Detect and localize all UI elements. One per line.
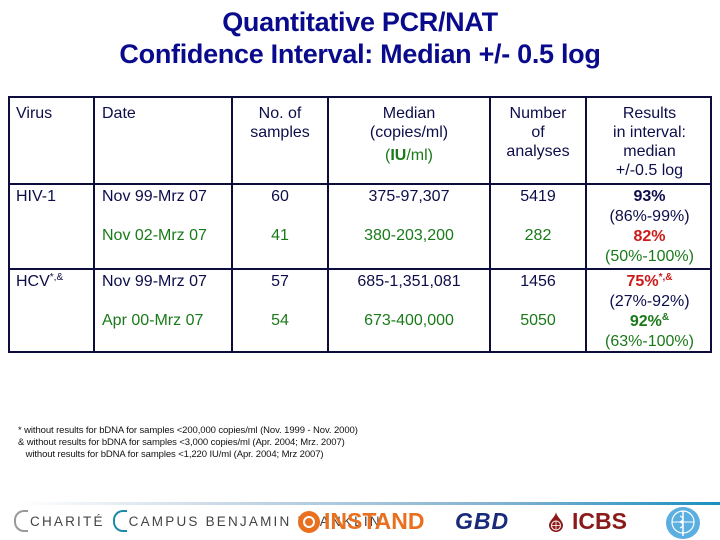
samples-cell: 41: [271, 227, 289, 244]
header-date: Date: [102, 105, 136, 122]
virus-hcv: HCV*,&: [16, 272, 64, 291]
header-results: Results in interval: median +/-0.5 log: [613, 105, 686, 179]
median-cell: 673-400,000: [364, 312, 454, 329]
samples-cell: 57: [271, 273, 289, 290]
header-virus: Virus: [16, 105, 53, 122]
footnotes: * without results for bDNA for samples <…: [18, 425, 358, 461]
footnote-3: without results for bDNA for samples <1,…: [18, 449, 324, 460]
median-cell: 375-97,307: [368, 188, 450, 205]
result-range: (86%-99%): [609, 208, 690, 225]
analyses-cell: 5050: [520, 312, 556, 329]
header-samples: No. of samples: [250, 105, 310, 141]
header-analyses: Number of analyses: [506, 105, 570, 160]
footnote-1: * without results for bDNA for samples <…: [18, 425, 358, 436]
date-cell: Apr 00-Mrz 07: [102, 312, 204, 329]
virus-hiv: HIV-1: [16, 188, 57, 205]
samples-cell: 54: [271, 312, 289, 329]
results-cell-hiv: 93% (86%-99%) 82% (50%-100%): [587, 187, 712, 267]
result-range: (63%-100%): [605, 333, 694, 350]
result-percent: 92%&: [629, 312, 670, 331]
campus-c-icon: [112, 510, 127, 532]
column-divider: [585, 98, 587, 351]
who-globe-icon: [666, 507, 700, 539]
result-range: (50%-100%): [605, 248, 694, 265]
gbd-logo: GBD: [455, 508, 510, 534]
analyses-cell: 5419: [520, 188, 556, 205]
analyses-cell: 1456: [520, 273, 556, 290]
result-percent: 75%*,&: [626, 272, 673, 291]
result-percent: 93%: [633, 188, 666, 205]
date-cell: Nov 99-Mrz 07: [102, 188, 207, 205]
median-cell: 685-1,351,081: [357, 273, 461, 290]
title-line-2: Confidence Interval: Median +/- 0.5 log: [119, 39, 601, 69]
date-cell: Nov 99-Mrz 07: [102, 273, 207, 290]
who-emblem: [663, 506, 703, 540]
footer-gradient-bar: [20, 502, 720, 505]
date-cell: Nov 02-Mrz 07: [102, 227, 207, 244]
instand-swirl-icon: [298, 510, 320, 533]
median-cell: 380-203,200: [364, 227, 454, 244]
icbs-logo: ICBS: [548, 508, 627, 535]
results-cell-hcv: 75%*,& (27%-92%) 92%& (63%-100%): [587, 272, 712, 352]
group-divider: [10, 268, 710, 270]
footnote-2: & without results for bDNA for samples <…: [18, 437, 345, 448]
column-divider: [327, 98, 329, 351]
header-median-iu: (IU/ml): [385, 147, 433, 164]
blood-drop-globe-icon: [549, 511, 563, 532]
header-divider: [10, 183, 710, 185]
column-divider: [489, 98, 491, 351]
header-median: Median (copies/ml) (IU/ml): [329, 104, 489, 165]
slide-title: Quantitative PCR/NAT Confidence Interval…: [0, 6, 720, 70]
result-percent: 82%: [633, 228, 666, 245]
result-range: (27%-92%): [609, 293, 690, 310]
instand-logo: INSTAND: [298, 508, 425, 535]
analyses-cell: 282: [524, 227, 552, 244]
title-line-1: Quantitative PCR/NAT: [222, 7, 498, 37]
column-divider: [93, 98, 95, 351]
results-table: Virus Date No. of samples Median (copies…: [8, 96, 712, 353]
column-divider: [231, 98, 233, 351]
samples-cell: 60: [271, 188, 289, 205]
charite-c-icon: [14, 510, 28, 532]
